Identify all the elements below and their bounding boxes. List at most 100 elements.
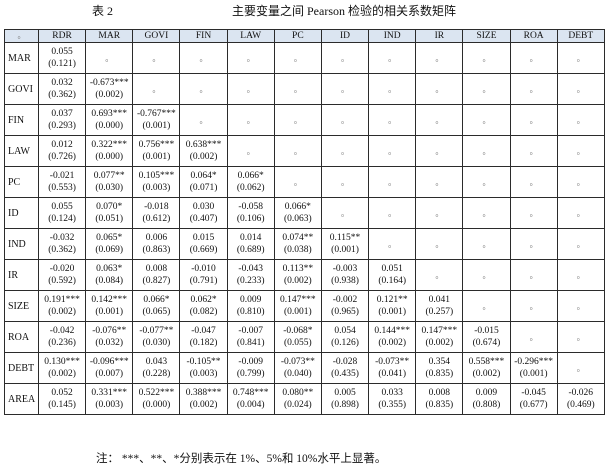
coefficient: 0.748*** [232,388,269,398]
empty-cell: 。 [462,290,511,322]
correlation-cell: -0.007 (0.841) [226,321,275,353]
empty-mark: 。 [529,239,538,249]
empty-mark: 。 [482,177,491,187]
correlation-cell: 0.052 (0.145) [37,383,87,415]
empty-mark: 。 [529,177,538,187]
correlation-cell: -0.002 (0.965) [320,290,370,322]
p-value: (0.293) [48,121,76,131]
coefficient: -0.015 [474,326,499,336]
table-row: PC -0.021 (0.553) 0.077** (0.030) 0.105*** (0.… [4,166,605,198]
correlation-matrix-table: 。 RDR MAR GOVI FIN LAW PC ID IND IR SIZE ROA DEBT M… [4,29,605,415]
empty-cell: 。 [509,135,558,167]
correlation-cell: 0.638*** (0.002) [179,135,228,167]
p-value: (0.040) [284,369,312,379]
table-row: SIZE 0.191*** (0.002) 0.142*** (0.001) 0.066*… [4,290,605,322]
correlation-cell: -0.073** (0.040) [273,352,322,384]
empty-cell: 。 [556,197,605,229]
correlation-cell: 0.030 (0.407) [179,197,228,229]
empty-cell: 。 [320,42,370,74]
empty-cell: 。 [368,42,417,74]
p-value: (0.002) [284,276,312,286]
coefficient: 0.037 [51,109,73,119]
empty-mark: 。 [293,115,302,125]
empty-cell: 。 [415,104,464,136]
p-value: (0.001) [378,307,407,317]
empty-mark: 。 [199,53,208,63]
p-value: (0.003) [142,183,171,193]
p-value: (0.071) [189,183,218,193]
p-value: (0.841) [236,338,265,348]
empty-cell: 。 [320,104,370,136]
empty-mark: 。 [435,53,444,63]
empty-cell: 。 [320,197,370,229]
row-label: SIZE [4,290,39,322]
p-value: (0.002) [48,369,76,379]
empty-cell: 。 [556,321,605,353]
coefficient: -0.021 [49,171,75,181]
empty-cell: 。 [320,73,370,105]
empty-cell: 。 [226,42,275,74]
coefficient: 0.052 [51,388,73,398]
coefficient: -0.020 [49,264,75,274]
correlation-cell: 0.558*** (0.002) [462,352,511,384]
correlation-cell: -0.043 (0.233) [226,259,275,291]
p-value: (0.236) [48,338,76,348]
empty-mark: 。 [482,301,491,311]
p-value: (0.233) [236,276,265,286]
p-value: (0.677) [519,400,548,410]
column-header: ROA [509,29,558,43]
p-value: (0.002) [189,400,218,410]
empty-mark: 。 [482,208,491,218]
empty-cell: 。 [509,42,558,74]
table-note: 注： ***、**、*分别表示在 1%、5%和 10%水平上显著。 [96,453,387,465]
p-value: (0.001) [519,369,548,379]
empty-mark: 。 [576,146,585,156]
coefficient: 0.322*** [91,140,128,150]
p-value: (0.407) [189,214,218,224]
p-value: (0.121) [48,59,76,69]
correlation-cell: 0.055 (0.124) [37,197,87,229]
correlation-cell: 0.055 (0.121) [37,42,87,74]
p-value: (0.791) [189,276,218,286]
coefficient: 0.033 [381,388,403,398]
empty-mark: 。 [199,84,208,94]
empty-cell: 。 [273,42,322,74]
p-value: (0.689) [236,245,265,255]
coefficient: 0.012 [51,140,73,150]
empty-mark: 。 [388,239,397,249]
correlation-cell: 0.064* (0.071) [179,166,228,198]
empty-mark: 。 [576,270,585,280]
correlation-cell: 0.322*** (0.000) [85,135,134,167]
p-value: (0.001) [284,307,312,317]
correlation-cell: -0.010 (0.791) [179,259,228,291]
empty-cell: 。 [85,42,134,74]
empty-mark: 。 [576,53,585,63]
correlation-cell: 0.144*** (0.002) [368,321,417,353]
row-label: ID [4,197,39,229]
p-value: (0.032) [95,338,124,348]
p-value: (0.000) [142,400,171,410]
p-value: (0.726) [48,152,76,162]
correlation-cell: -0.073** (0.041) [368,352,417,384]
coefficient: 0.522*** [138,388,175,398]
empty-mark: 。 [435,84,444,94]
p-value: (0.001) [331,245,359,255]
empty-mark: 。 [529,84,538,94]
coefficient: 0.032 [51,78,73,88]
table-row: IR -0.020 (0.592) 0.063* (0.084) 0.008 (0.827)… [4,259,605,291]
coefficient: -0.010 [191,264,216,274]
empty-mark: 。 [482,53,491,63]
coefficient: 0.043 [145,357,168,367]
correlation-cell: 0.043 (0.228) [132,352,181,384]
p-value: (0.001) [95,307,124,317]
empty-cell: 。 [179,104,228,136]
empty-cell: 。 [556,166,605,198]
coefficient: 0.005 [334,388,356,398]
p-value: (0.808) [472,400,501,410]
coefficient: 0.121** [376,295,408,305]
correlation-cell: -0.026 (0.469) [556,383,605,415]
empty-cell: 。 [415,166,464,198]
correlation-cell: 0.012 (0.726) [37,135,87,167]
p-value: (0.002) [425,338,454,348]
empty-mark: 。 [435,115,444,125]
